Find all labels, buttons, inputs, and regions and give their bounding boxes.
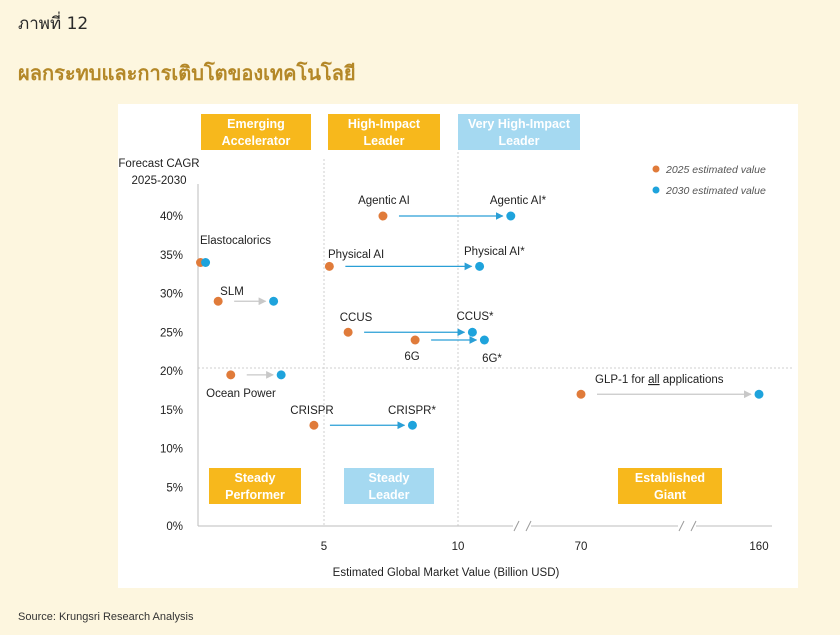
quadrant-box: [201, 114, 311, 150]
point-label-2030: Physical AI*: [464, 246, 525, 258]
point-2030: [754, 389, 764, 399]
point-2025: [324, 261, 334, 271]
point-label-2030: Agentic AI*: [490, 195, 547, 207]
y-tick-label: 35%: [160, 250, 183, 262]
quadrant-label: Steady Leader: [369, 471, 410, 502]
chart-svg: Emerging Accelerator High-Impact Leader Very…: [118, 114, 794, 579]
x-tick-label: 5: [321, 541, 327, 553]
source-note: Source: Krungsri Research Analysis: [18, 611, 194, 623]
x-tick-label: 70: [575, 541, 588, 553]
quadrant-box: [618, 468, 722, 504]
point-label-2025: Agentic AI: [358, 195, 410, 207]
point-2025: [226, 370, 236, 380]
quadrant-label: Established Giant: [635, 471, 705, 502]
y-tick-label: 10%: [160, 444, 183, 456]
legend-label: 2030 estimated value: [665, 185, 766, 197]
figure-number: ภาพที่ 12: [18, 14, 89, 34]
y-tick-label: 30%: [160, 289, 183, 301]
point-label-2025: CCUS: [340, 312, 373, 324]
point-2030: [269, 296, 279, 306]
point-2025: [213, 296, 223, 306]
axis-break-mark: [678, 520, 685, 532]
point-label-2025: Elastocalorics: [200, 235, 271, 247]
y-tick-label: 15%: [160, 405, 183, 417]
point-2030: [276, 370, 286, 380]
point-2025: [576, 389, 586, 399]
x-axis-title: Estimated Global Market Value (Billion U…: [333, 567, 560, 579]
point-label-2025: Physical AI: [328, 249, 384, 261]
quadrant-box: [344, 468, 434, 504]
point-2030: [201, 258, 211, 267]
point-2030: [407, 420, 417, 430]
point-label-2025: 6G: [404, 351, 419, 363]
chart-panel: Emerging Accelerator High-Impact Leader Very…: [118, 104, 798, 588]
point-label-2030: CRISPR*: [388, 405, 436, 417]
point-2025: [309, 420, 319, 430]
quadrant-label: Very High-Impact Leader: [468, 117, 571, 148]
point-label-2025: SLM: [220, 286, 244, 298]
y-tick-label: 40%: [160, 211, 183, 223]
y-tick-label: 5%: [166, 482, 183, 494]
point-label-2025: Ocean Power: [206, 388, 276, 400]
y-axis-title: 2025-2030: [132, 175, 187, 187]
y-tick-label: 25%: [160, 327, 183, 339]
x-tick-label: 10: [452, 541, 465, 553]
axis-break-mark: [690, 520, 697, 532]
point-2030: [475, 261, 485, 271]
point-2030: [506, 211, 516, 221]
y-tick-label: 0%: [166, 521, 183, 533]
point-label-2030: 6G*: [482, 353, 502, 365]
point-2025: [410, 335, 420, 345]
point-label-2030: CCUS*: [456, 311, 494, 323]
quadrant-box: [458, 114, 580, 150]
point-2025: [343, 327, 353, 337]
point-label-2025: CRISPR: [290, 405, 333, 417]
figure-title: ผลกระทบและการเติบโตของเทคโนโลยี: [18, 61, 356, 85]
y-tick-label: 20%: [160, 366, 183, 378]
quadrant-box: [328, 114, 440, 150]
point-2030: [479, 335, 489, 345]
legend-label: 2025 estimated value: [665, 164, 766, 176]
x-tick-label: 160: [749, 541, 768, 553]
point-label-2025: GLP-1 for all applications: [595, 374, 724, 386]
quadrant-box: [209, 468, 301, 504]
y-axis-title: Forecast CAGR: [118, 158, 199, 170]
point-2030: [467, 327, 477, 337]
legend-marker: [652, 186, 660, 194]
legend-marker: [652, 165, 660, 173]
point-2025: [378, 211, 388, 221]
quadrant-label: Emerging Accelerator: [222, 117, 291, 148]
axis-break-mark: [525, 520, 532, 532]
quadrant-label: High-Impact Leader: [348, 117, 421, 148]
quadrant-label: Steady Performer: [225, 471, 285, 502]
axis-break-mark: [513, 520, 520, 532]
